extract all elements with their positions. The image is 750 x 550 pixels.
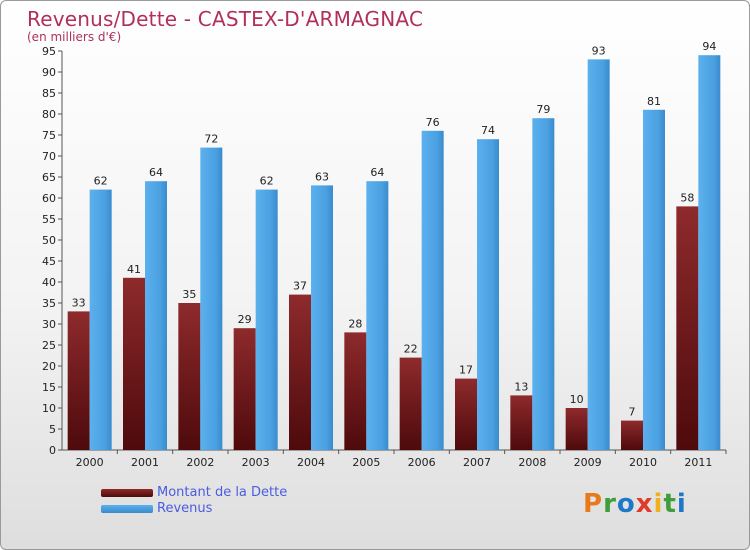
bar-dette — [233, 328, 256, 450]
y-tick-label: 55 — [42, 213, 56, 226]
y-tick-label: 15 — [42, 381, 56, 394]
data-label-revenus: 76 — [426, 116, 440, 129]
bar-revenus — [200, 147, 223, 450]
data-label-revenus: 64 — [149, 166, 163, 179]
data-label-revenus: 74 — [481, 124, 495, 137]
y-tick-label: 80 — [42, 108, 56, 121]
bar-dette — [178, 303, 201, 450]
bar-dette — [289, 294, 311, 450]
data-label-revenus: 62 — [260, 175, 274, 188]
y-tick-label: 75 — [42, 129, 56, 142]
y-tick-label: 5 — [49, 423, 56, 436]
proxiti-logo: Proxiti — [583, 489, 687, 519]
chart-subtitle: (en milliers d'€) — [27, 30, 122, 44]
bar-revenus — [145, 181, 167, 450]
data-label-revenus: 63 — [315, 170, 329, 183]
axes: 0 5 10 15 20 25 30 35 40 45 50 55 60 65 70 75 80 85 90 95 20… — [42, 45, 727, 469]
x-tick-label: 2010 — [629, 456, 657, 469]
y-tick-label: 90 — [42, 66, 56, 79]
x-tick-label: 2002 — [186, 456, 214, 469]
bar-dette — [676, 206, 699, 450]
logo-letter: i — [676, 489, 687, 519]
data-label-revenus: 62 — [94, 175, 108, 188]
y-tick-label: 45 — [42, 255, 56, 268]
x-tick-label: 2000 — [76, 456, 104, 469]
bar-dette — [123, 277, 145, 450]
y-tick-label: 70 — [42, 150, 56, 163]
legend-label-revenus: Revenus — [157, 501, 213, 516]
x-tick-label: 2008 — [518, 456, 546, 469]
legend-swatch-revenus — [101, 505, 153, 513]
y-tick-label: 95 — [42, 45, 56, 58]
x-tick-label: 2004 — [297, 456, 325, 469]
bar-revenus — [477, 139, 499, 450]
bar-revenus — [311, 185, 333, 450]
data-label-dette: 33 — [72, 296, 86, 309]
data-labels-group: 33 62 41 64 35 72 29 62 37 63 28 64 22 76 17 74 13 79 10 93… — [72, 40, 717, 418]
logo-letter: P — [583, 489, 604, 519]
bar-dette — [565, 408, 588, 450]
bars-group — [67, 55, 721, 451]
logo-letter: i — [653, 489, 664, 519]
data-label-dette: 41 — [127, 263, 141, 276]
logo-letter: r — [603, 489, 617, 519]
bar-dette — [455, 378, 477, 450]
data-label-dette: 17 — [459, 364, 473, 377]
y-tick-label: 0 — [49, 444, 56, 457]
bar-dette — [344, 332, 367, 450]
bar-dette — [621, 420, 643, 450]
bar-dette — [399, 357, 422, 450]
data-label-dette: 29 — [238, 313, 252, 326]
x-tick-label: 2006 — [408, 456, 436, 469]
y-tick-label: 35 — [42, 297, 56, 310]
bar-revenus — [421, 130, 444, 451]
x-tick-label: 2007 — [463, 456, 491, 469]
bar-revenus — [587, 59, 610, 451]
data-label-dette: 35 — [182, 288, 196, 301]
logo-letter: t — [663, 489, 677, 519]
data-label-dette: 37 — [293, 280, 307, 293]
data-label-dette: 22 — [404, 343, 418, 356]
legend-swatch-dette — [101, 489, 153, 497]
y-tick-label: 30 — [42, 318, 56, 331]
y-tick-label: 50 — [42, 234, 56, 247]
bar-revenus — [698, 55, 721, 450]
y-tick-label: 40 — [42, 276, 56, 289]
bar-revenus — [255, 189, 278, 450]
y-tick-label: 65 — [42, 171, 56, 184]
data-label-revenus: 79 — [536, 103, 550, 116]
logo-letter: o — [616, 489, 636, 519]
bar-revenus — [643, 109, 665, 451]
y-tick-label: 10 — [42, 402, 56, 415]
data-label-dette: 7 — [629, 406, 636, 419]
bar-dette — [67, 311, 90, 450]
bar-revenus — [532, 118, 555, 450]
x-tick-label: 2003 — [242, 456, 270, 469]
logo-letter: x — [635, 489, 654, 519]
chart-title: Revenus/Dette - CASTEX-D'ARMAGNAC — [27, 7, 424, 31]
y-tick-label: 25 — [42, 339, 56, 352]
legend-label-dette: Montant de la Dette — [157, 485, 288, 500]
x-tick-label: 2009 — [574, 456, 602, 469]
data-label-dette: 13 — [514, 380, 528, 393]
y-tick-label: 20 — [42, 360, 56, 373]
data-label-revenus: 81 — [647, 95, 661, 108]
data-label-revenus: 93 — [592, 44, 606, 57]
data-label-dette: 10 — [570, 393, 584, 406]
data-label-revenus: 64 — [370, 166, 384, 179]
y-tick-label: 85 — [42, 87, 56, 100]
data-label-dette: 58 — [680, 191, 694, 204]
x-tick-label: 2005 — [352, 456, 380, 469]
x-tick-label: 2011 — [684, 456, 712, 469]
data-label-revenus: 72 — [204, 133, 218, 146]
bar-revenus — [366, 181, 389, 450]
bar-dette — [510, 395, 533, 450]
x-tick-label: 2001 — [131, 456, 159, 469]
data-label-revenus: 94 — [702, 40, 716, 53]
data-label-dette: 28 — [348, 317, 362, 330]
bar-revenus — [89, 189, 112, 450]
y-tick-label: 60 — [42, 192, 56, 205]
